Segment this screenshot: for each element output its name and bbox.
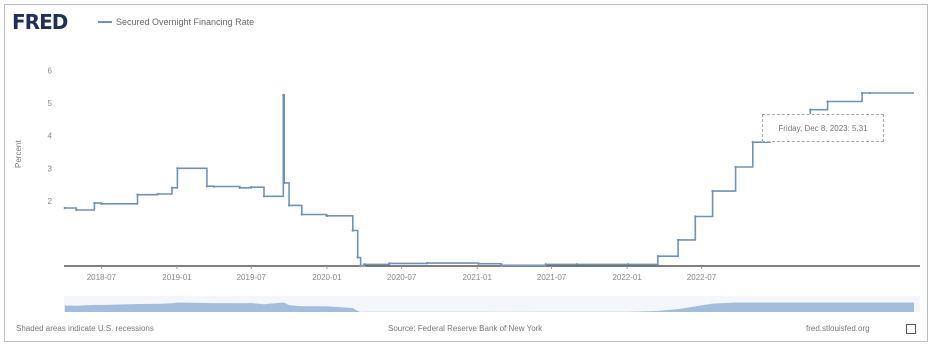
data-point <box>300 213 304 216</box>
x-tick-label: 2019-01 <box>162 273 192 282</box>
data-point <box>694 215 697 218</box>
data-point <box>734 165 737 169</box>
data-point <box>356 256 359 259</box>
x-tick-label: 2022-01 <box>612 273 642 282</box>
x-tick-label: 2019-07 <box>237 273 267 282</box>
data-point <box>809 108 812 111</box>
data-point <box>363 263 366 266</box>
data-point <box>351 229 354 232</box>
data-point <box>359 264 362 267</box>
data-point <box>477 262 480 265</box>
data-point <box>63 206 67 210</box>
data-point <box>500 264 503 267</box>
data-point <box>250 185 253 189</box>
data-point <box>262 195 266 198</box>
data-point <box>711 189 714 193</box>
x-tick-label: 2022-07 <box>687 273 717 282</box>
fred-logo[interactable]: FRED <box>12 10 68 34</box>
source-note: Source: Federal Reserve Bank of New York <box>388 324 543 333</box>
data-point <box>238 186 242 190</box>
data-point <box>287 204 291 207</box>
data-point <box>282 181 286 185</box>
x-tick-label: 2021-07 <box>537 273 567 282</box>
recession-note: Shaded areas indicate U.S. recessions <box>16 324 154 333</box>
data-point <box>170 186 174 190</box>
legend-swatch <box>98 21 112 23</box>
chart-frame <box>4 4 928 342</box>
data-point <box>751 141 755 144</box>
data-point <box>75 208 78 212</box>
legend: Secured Overnight Financing Rate <box>98 17 254 27</box>
data-point <box>676 238 680 242</box>
y-tick-label: 3 <box>48 164 53 173</box>
data-point <box>100 202 103 205</box>
data-point <box>282 93 285 97</box>
x-tick-label: 2021-01 <box>463 273 493 282</box>
data-point <box>626 263 630 266</box>
data-point <box>205 185 209 188</box>
y-tick-label: 6 <box>48 67 53 76</box>
data-point <box>826 100 829 103</box>
x-tick-label: 2018-07 <box>87 273 117 282</box>
y-tick-label: 5 <box>48 99 53 108</box>
y-tick-label: 4 <box>48 132 53 141</box>
data-point <box>860 91 864 95</box>
fred-link[interactable]: fred.stlouisfed.org <box>806 324 870 333</box>
data-point <box>326 214 329 218</box>
navigator-area <box>64 302 915 312</box>
data-point <box>425 261 429 265</box>
data-point <box>575 263 579 266</box>
x-tick-label: 2020-07 <box>387 273 417 282</box>
data-point <box>656 255 660 258</box>
fullscreen-icon[interactable] <box>906 324 916 334</box>
data-point <box>388 262 391 265</box>
y-tick-label: 2 <box>48 197 53 206</box>
x-tick-label: 2020-01 <box>312 273 342 282</box>
data-point <box>93 201 96 205</box>
data-point <box>176 167 179 170</box>
data-point <box>212 185 216 188</box>
data-point <box>868 91 872 95</box>
chart-tooltip: Friday, Dec 8, 2023: 5.31 <box>762 114 884 142</box>
data-point <box>136 193 139 196</box>
data-point <box>156 192 159 196</box>
legend-label: Secured Overnight Financing Rate <box>116 17 255 27</box>
data-point <box>544 263 548 266</box>
